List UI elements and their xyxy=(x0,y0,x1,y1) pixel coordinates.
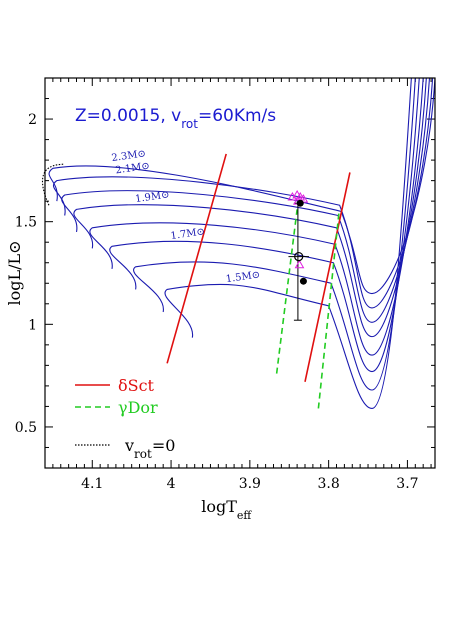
y-tick-label: 0.5 xyxy=(15,420,37,436)
nonrot-track xyxy=(41,163,65,206)
mass-label: 1.9M⊙ xyxy=(134,189,170,205)
observations xyxy=(287,189,309,321)
tick-layer xyxy=(44,77,435,469)
x-tick-label: 3.8 xyxy=(318,476,340,492)
mass-label: 2.1M⊙ xyxy=(115,161,151,177)
mass-label: 1.7M⊙ xyxy=(170,226,206,242)
plot-frame xyxy=(44,77,436,469)
evolution-tracks xyxy=(41,77,436,410)
x-tick-label: 4.1 xyxy=(81,476,103,492)
evolution-track xyxy=(164,77,412,410)
mass-label: 2.3M⊙ xyxy=(111,148,147,164)
y-tick-label: 1.5 xyxy=(15,215,37,231)
labels: 4.1 4 3.9 3.8 3.7 0.5 1 1.5 2 logTeff logL/L⊙ 1.5M⊙… xyxy=(5,106,419,522)
filled-point xyxy=(296,199,304,207)
legend-label: δSct xyxy=(118,376,155,395)
y-axis-label: logL/L⊙ xyxy=(5,240,24,305)
strip-edge xyxy=(275,209,298,374)
instability-strips xyxy=(166,153,351,409)
evolution-track xyxy=(53,77,434,309)
x-axis-label: logTeff xyxy=(201,497,252,522)
y-tick-label: 2 xyxy=(28,112,37,128)
mass-label: 1.5M⊙ xyxy=(225,270,261,286)
legend-label: γDor xyxy=(118,398,158,417)
magenta-triangle xyxy=(294,259,305,269)
strip-edge xyxy=(166,153,227,364)
y-tick-label: 1 xyxy=(28,317,37,333)
filled-point xyxy=(299,277,307,285)
chart-title: Z=0.0015, vrot=60Km/s xyxy=(75,106,276,131)
strip-edge xyxy=(317,213,340,409)
legend-label-nonrot: vrot=0 xyxy=(124,436,175,461)
evolution-track xyxy=(61,77,431,323)
x-tick-label: 3.7 xyxy=(396,476,418,492)
strip-edge xyxy=(304,172,351,382)
x-tick-label: 3.9 xyxy=(239,476,261,492)
evolution-track xyxy=(89,77,424,356)
evolution-track xyxy=(73,77,427,338)
open-point xyxy=(294,251,304,262)
x-tick-label: 4 xyxy=(167,476,176,492)
